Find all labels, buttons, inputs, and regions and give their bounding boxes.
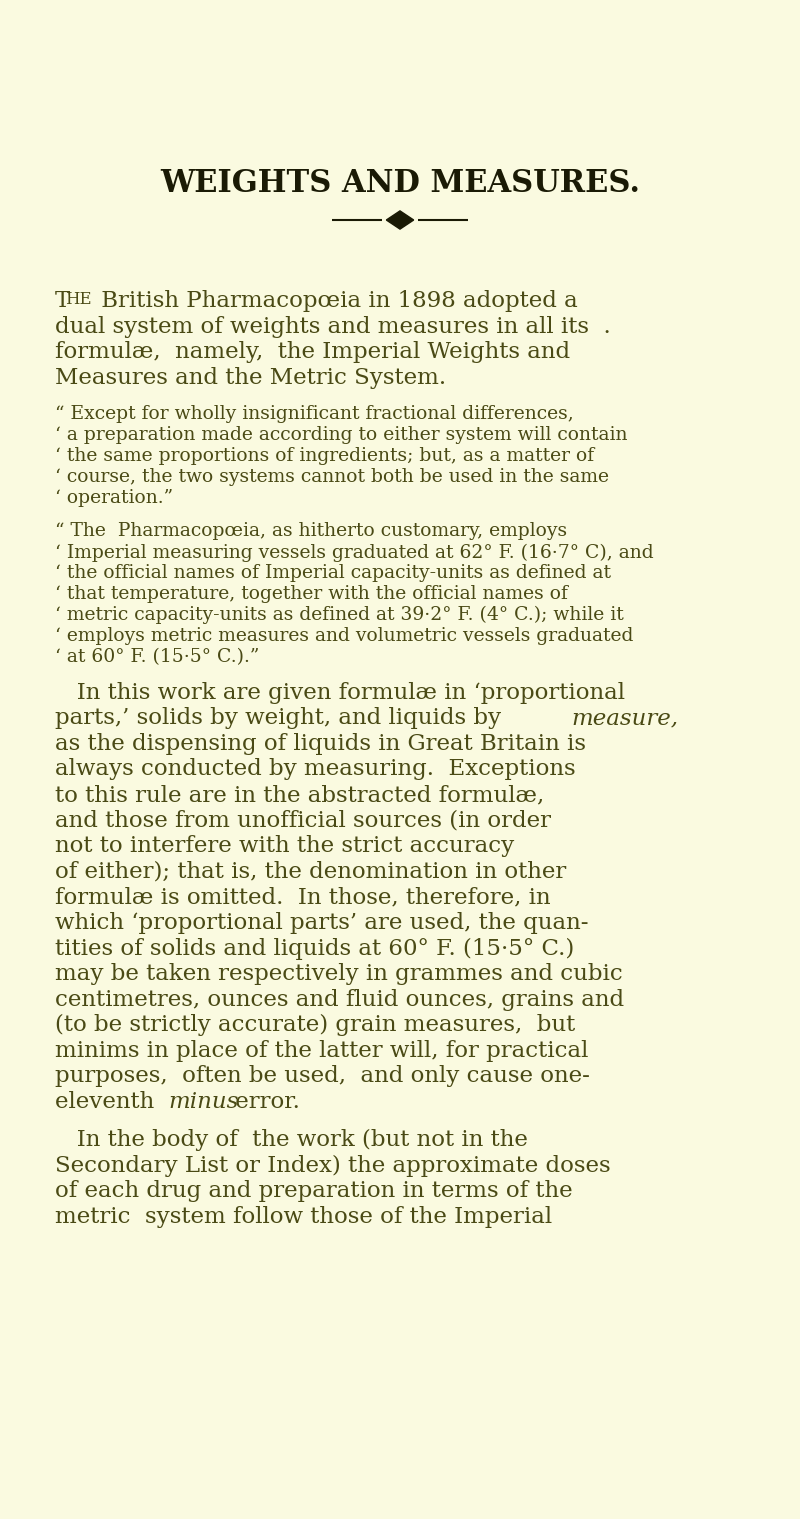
- Text: ‘ the same proportions of ingredients; but, as a matter of: ‘ the same proportions of ingredients; b…: [55, 447, 594, 465]
- Text: of either); that is, the denomination in other: of either); that is, the denomination in…: [55, 861, 566, 883]
- Text: ‘ operation.”: ‘ operation.”: [55, 489, 173, 507]
- Text: purposes,  often be used,  and only cause one-: purposes, often be used, and only cause …: [55, 1065, 590, 1088]
- Polygon shape: [386, 211, 414, 229]
- Text: metric  system follow those of the Imperial: metric system follow those of the Imperi…: [55, 1206, 552, 1227]
- Text: ‘ Imperial measuring vessels graduated at 62° F. (16·7° C), and: ‘ Imperial measuring vessels graduated a…: [55, 544, 654, 562]
- Text: In this work are given formulæ in ‘proportional: In this work are given formulæ in ‘propo…: [55, 682, 625, 703]
- Text: ‘ the official names of Imperial capacity-units as defined at: ‘ the official names of Imperial capacit…: [55, 565, 611, 582]
- Text: ‘ metric capacity-units as defined at 39·2° F. (4° C.); while it: ‘ metric capacity-units as defined at 39…: [55, 606, 624, 624]
- Text: may be taken respectively in grammes and cubic: may be taken respectively in grammes and…: [55, 963, 622, 986]
- Text: to this rule are in the abstracted formulæ,: to this rule are in the abstracted formu…: [55, 784, 544, 807]
- Text: WEIGHTS AND MEASURES.: WEIGHTS AND MEASURES.: [160, 169, 640, 199]
- Text: ‘ a preparation made according to either system will contain: ‘ a preparation made according to either…: [55, 425, 627, 444]
- Text: of each drug and preparation in terms of the: of each drug and preparation in terms of…: [55, 1180, 573, 1203]
- Text: minus: minus: [169, 1091, 239, 1113]
- Text: as the dispensing of liquids in Great Britain is: as the dispensing of liquids in Great Br…: [55, 732, 586, 755]
- Text: measure,: measure,: [572, 708, 678, 729]
- Text: HE: HE: [66, 292, 92, 308]
- Text: In the body of  the work (but not in the: In the body of the work (but not in the: [55, 1129, 528, 1151]
- Text: Secondary List or Index) the approximate doses: Secondary List or Index) the approximate…: [55, 1154, 610, 1177]
- Text: T: T: [55, 290, 70, 311]
- Text: “ Except for wholly insignificant fractional differences,: “ Except for wholly insignificant fracti…: [55, 406, 574, 424]
- Text: tities of solids and liquids at 60° F. (15·5° C.): tities of solids and liquids at 60° F. (…: [55, 937, 574, 960]
- Text: parts,’ solids by weight, and liquids by: parts,’ solids by weight, and liquids by: [55, 708, 508, 729]
- Text: Measures and the Metric System.: Measures and the Metric System.: [55, 366, 446, 389]
- Text: dual system of weights and measures in all its  .: dual system of weights and measures in a…: [55, 316, 610, 337]
- Text: (to be strictly accurate) grain measures,  but: (to be strictly accurate) grain measures…: [55, 1015, 575, 1036]
- Text: “ The  Pharmacopœia, as hitherto customary, employs: “ The Pharmacopœia, as hitherto customar…: [55, 523, 567, 541]
- Text: not to interfere with the strict accuracy: not to interfere with the strict accurac…: [55, 835, 514, 857]
- Text: ‘ course, the two systems cannot both be used in the same: ‘ course, the two systems cannot both be…: [55, 468, 609, 486]
- Text: which ‘proportional parts’ are used, the quan-: which ‘proportional parts’ are used, the…: [55, 911, 589, 934]
- Text: ‘ at 60° F. (15·5° C.).”: ‘ at 60° F. (15·5° C.).”: [55, 649, 259, 665]
- Text: formulæ is omitted.  In those, therefore, in: formulæ is omitted. In those, therefore,…: [55, 887, 550, 908]
- Text: error.: error.: [228, 1091, 300, 1113]
- Text: ‘ employs metric measures and volumetric vessels graduated: ‘ employs metric measures and volumetric…: [55, 627, 634, 646]
- Text: British Pharmacopœia in 1898 adopted a: British Pharmacopœia in 1898 adopted a: [94, 290, 578, 311]
- Text: eleventh: eleventh: [55, 1091, 162, 1113]
- Text: formulæ,  namely,  the Imperial Weights and: formulæ, namely, the Imperial Weights an…: [55, 342, 570, 363]
- Text: ‘ that temperature, together with the official names of: ‘ that temperature, together with the of…: [55, 585, 568, 603]
- Text: and those from unofficial sources (in order: and those from unofficial sources (in or…: [55, 810, 551, 831]
- Text: minims in place of the latter will, for practical: minims in place of the latter will, for …: [55, 1041, 588, 1062]
- Text: centimetres, ounces and fluid ounces, grains and: centimetres, ounces and fluid ounces, gr…: [55, 989, 624, 1010]
- Text: always conducted by measuring.  Exceptions: always conducted by measuring. Exception…: [55, 758, 576, 781]
